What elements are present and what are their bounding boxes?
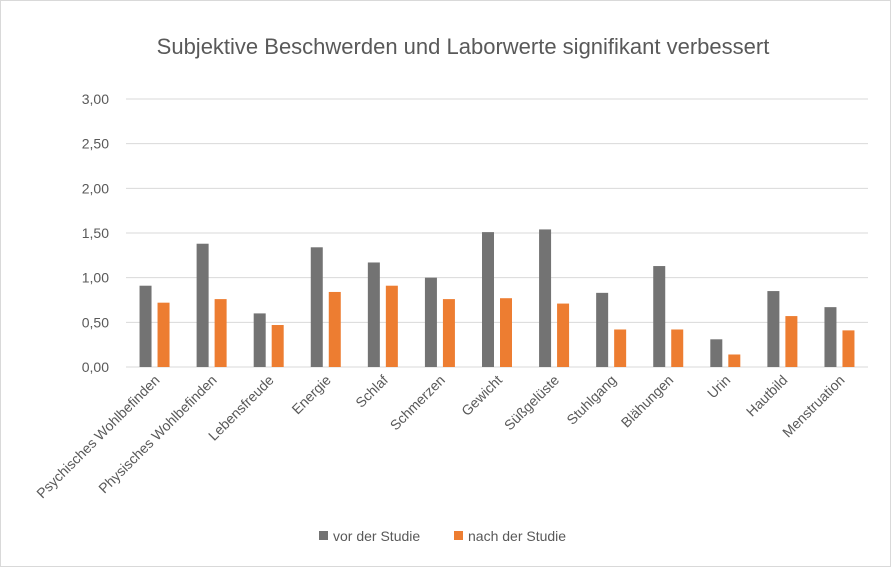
bar-vor-6 [482,232,494,367]
bar-vor-11 [767,291,780,367]
bar-nach-1 [214,299,227,367]
x-category-label: Energie [288,372,334,418]
bars [139,229,855,367]
bar-vor-5 [424,277,437,367]
y-tick-label: 1,50 [82,225,109,241]
bar-nach-8 [614,329,627,367]
bar-vor-0 [139,285,152,367]
gridlines [126,98,868,368]
bar-vor-4 [367,262,380,367]
y-axis-ticks: 0,00 0,50 1,00 1,50 2,00 2,50 3,00 [82,91,109,375]
bar-vor-7 [539,229,552,367]
chart-title: Subjektive Beschwerden und Laborwerte si… [157,34,770,59]
bar-nach-2 [271,325,284,367]
bar-nach-10 [728,354,741,367]
bar-nach-5 [442,299,455,367]
bar-vor-12 [824,307,837,367]
bar-nach-6 [500,298,512,367]
y-tick-label: 0,00 [82,359,109,375]
legend-label-vor-der-studie: vor der Studie [333,528,420,544]
legend-swatch-nach-der-studie [454,531,463,540]
y-tick-label: 2,00 [82,180,109,196]
bar-vor-1 [196,243,209,367]
y-tick-label: 0,50 [82,314,109,330]
x-category-label: Schmerzen [387,372,448,433]
x-category-label: Süßgelüste [501,372,563,434]
bar-vor-9 [653,266,666,367]
y-tick-label: 1,00 [82,270,109,286]
x-category-label: Urin [704,372,733,401]
bar-vor-2 [253,313,266,367]
x-category-label: Schlaf [352,372,391,411]
x-category-label: Hautbild [743,372,791,420]
legend-label-nach-der-studie: nach der Studie [468,528,566,544]
x-category-label: Physisches Wohlbefinden [95,372,219,496]
bar-vor-8 [596,292,609,367]
bar-nach-12 [842,330,855,367]
bar-nach-11 [785,316,798,367]
bar-nach-3 [328,291,341,367]
legend-swatch-vor-der-studie [319,531,328,540]
y-tick-label: 2,50 [82,136,109,152]
bar-vor-10 [710,339,723,367]
bar-nach-9 [671,329,684,367]
x-category-label: Stuhlgang [563,372,619,428]
bar-nach-7 [557,303,570,367]
legend: vor der Studie nach der Studie [319,528,566,544]
bar-nach-4 [385,285,398,367]
bar-nach-0 [157,302,170,367]
x-category-label: Gewicht [458,372,505,419]
y-tick-label: 3,00 [82,91,109,107]
bar-vor-3 [310,247,323,367]
x-category-label: Blähungen [618,372,677,431]
